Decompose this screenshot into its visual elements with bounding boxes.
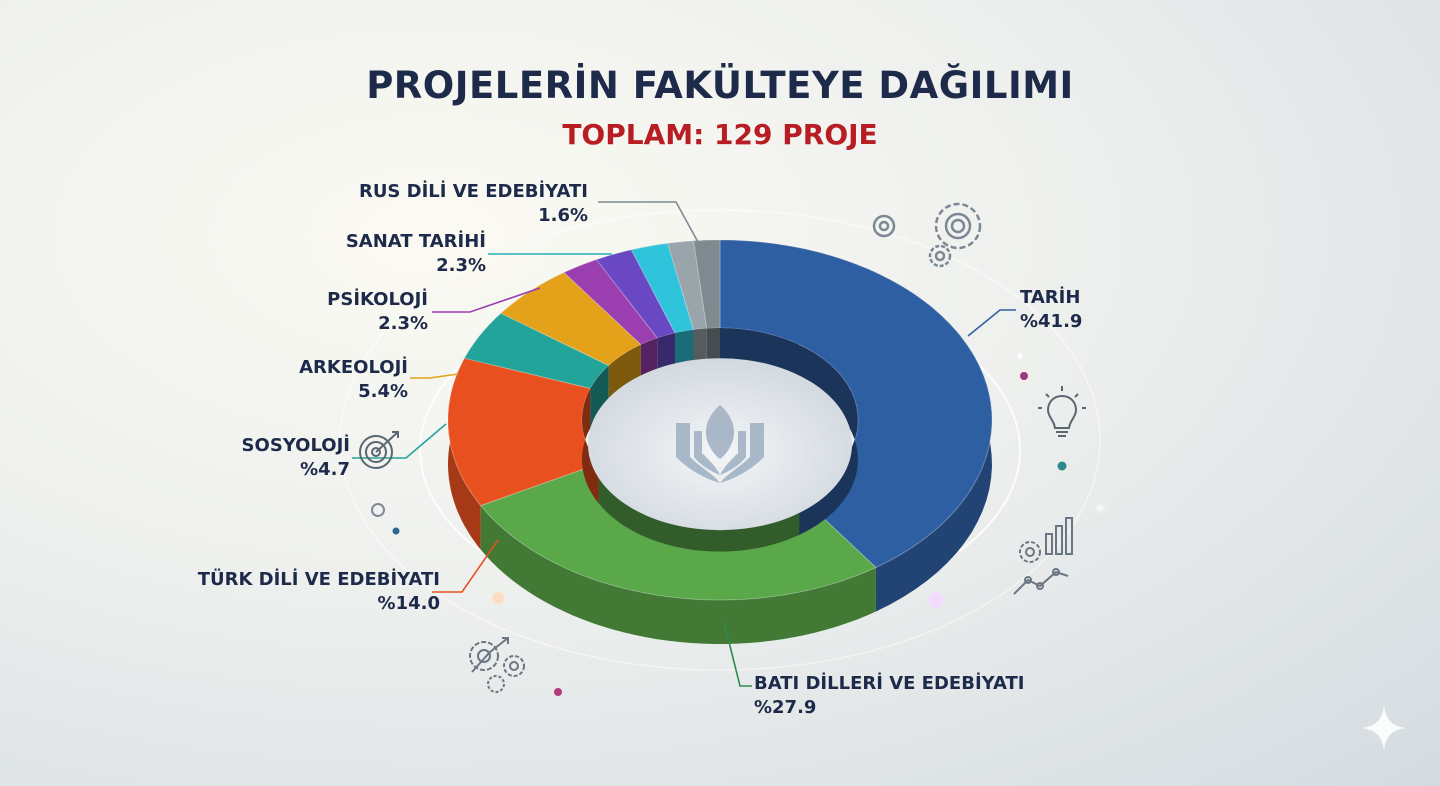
label-tarih-name: TARİH [1020, 287, 1081, 308]
label-turk-name: TÜRK DİLİ VE EDEBİYATI [197, 569, 440, 590]
leader-rus [598, 201, 699, 243]
label-psikoloji-name: PSİKOLOJİ [327, 289, 428, 310]
leader-sosyoloji [352, 423, 447, 459]
label-sanat-name: SANAT TARİHİ [345, 231, 486, 252]
label-psikoloji: PSİKOLOJİ 2.3% [200, 288, 428, 336]
leader-turk [432, 539, 499, 593]
label-rus-name: RUS DİLİ VE EDEBİYATI [358, 181, 588, 202]
label-turk: TÜRK DİLİ VE EDEBİYATI %14.0 [150, 568, 440, 616]
label-tarih-value: %41.9 [1020, 311, 1083, 332]
chart-subtitle: TOPLAM: 129 PROJE [562, 118, 878, 151]
slice-inner-wall-1 [598, 463, 800, 552]
label-sosyoloji: SOSYOLOJİ %4.7 [150, 434, 350, 482]
slice-inner-wall-3 [590, 365, 609, 428]
label-sosyoloji-value: %4.7 [300, 459, 350, 480]
gears-icon [872, 202, 982, 268]
label-sanat-value: 2.3% [436, 255, 486, 276]
leader-arkeoloji [410, 373, 459, 379]
leader-bati [723, 621, 752, 687]
leader-tarih [967, 309, 1016, 337]
label-turk-value: %14.0 [377, 593, 440, 614]
bar-chart-icon [1013, 517, 1073, 595]
slice-inner-wall-4 [608, 344, 641, 406]
slice-inner-wall-2 [582, 388, 599, 504]
label-bati-name: BATI DİLLERİ VE EDEBİYATI [754, 673, 1025, 694]
label-psikoloji-value: 2.3% [378, 313, 428, 334]
label-arkeoloji-name: ARKEOLOJİ [299, 357, 408, 378]
label-rus-value: 1.6% [538, 205, 588, 226]
label-rus: RUS DİLİ VE EDEBİYATI 1.6% [290, 180, 588, 228]
small-ring-icon [371, 503, 385, 517]
slice-side-1 [480, 505, 876, 644]
label-sanat: SANAT TARİHİ 2.3% [240, 230, 486, 278]
leader-psikoloji [432, 287, 541, 313]
label-arkeoloji-value: 5.4% [358, 381, 408, 402]
orbit-ring-outer [339, 209, 1101, 671]
sparkle-icon [1362, 706, 1406, 750]
label-arkeoloji: ARKEOLOJİ 5.4% [200, 356, 408, 404]
label-tarih: TARİH %41.9 [1020, 286, 1082, 334]
target-icon [359, 431, 399, 469]
lightbulb-icon [1038, 386, 1086, 437]
slice-inner-wall-9 [706, 328, 720, 368]
label-bati: BATI DİLLERİ VE EDEBİYATI %27.9 [754, 672, 1024, 720]
chart-title: PROJELERİN FAKÜLTEYE DAĞILIMI [366, 64, 1074, 107]
growth-gear-icon [469, 637, 525, 693]
university-logo-icon [676, 405, 764, 483]
label-sosyoloji-name: SOSYOLOJİ [241, 435, 350, 456]
label-bati-value: %27.9 [754, 697, 817, 718]
